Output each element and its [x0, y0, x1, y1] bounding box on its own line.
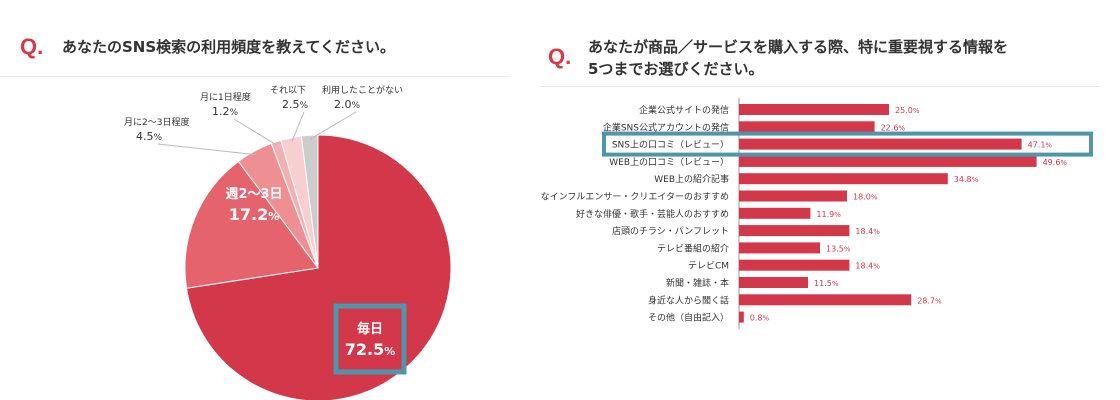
bar: [739, 242, 820, 254]
pie-slice: [184, 160, 319, 289]
left-question-text: あなたのSNS検索の利用頻度を教えてください。: [62, 38, 395, 56]
bar: [739, 190, 847, 202]
pie-label: それ以下: [270, 85, 306, 96]
pie-label: 毎日: [357, 321, 383, 337]
bar-value-label: 18.0%: [853, 193, 878, 202]
bar: [739, 138, 1022, 150]
bar: [739, 294, 912, 306]
bar-category-label: 身近な人から聞く話: [648, 294, 729, 306]
bar-value-label: 25.0%: [895, 106, 920, 115]
pie-chart-panel: Q. あなたのSNS検索の利用頻度を教えてください。 毎日 72.5% 週2〜3日 1…: [0, 0, 520, 400]
bar-category-label: 企業SNS公式アカウントの発信: [603, 121, 729, 133]
highlight-box: [333, 303, 407, 375]
bar: [739, 259, 850, 271]
bar-category-label: WEB上の口コミ（レビュー）: [609, 157, 729, 168]
bar-category-label: 好きな俳優・歌手・芸能人のおすすめ: [576, 208, 729, 220]
bar-category-label: 店頭のチラシ・パンフレット: [612, 225, 729, 237]
pie-value: 72.5%: [345, 340, 396, 359]
bar-chart: 企業公式サイトの発信 25.0% 企業SNS公式アカウントの発信 22.6% SNS上の…: [540, 98, 1093, 329]
question-mark-right: Q.: [548, 44, 572, 69]
bar-chart-panel: Q. あなたが商品／サービスを購入する際、特に重要視する情報を 5つまでお選びく…: [540, 0, 1120, 400]
bar-value-label: 49.6%: [1043, 158, 1068, 167]
bar-value-label: 34.8%: [954, 175, 979, 184]
left-divider: [0, 76, 510, 77]
bar-category-label: その他（自由記入）: [648, 312, 729, 324]
pie-slice: [185, 134, 452, 400]
bar-category-label: テレビCM: [688, 261, 729, 272]
bar-value-label: 18.4%: [855, 262, 880, 271]
pie-value: 17.2%: [229, 205, 280, 224]
pie-leader-line: [233, 118, 278, 147]
pie-leader-line: [291, 111, 305, 142]
pie-leader-line: [157, 143, 257, 156]
pie-value: 4.5%: [136, 130, 163, 143]
bar: [739, 155, 1037, 167]
pie-label: 利用したことがない: [322, 84, 403, 96]
bar-value-label: 18.4%: [855, 227, 880, 236]
question-mark-left: Q.: [20, 34, 44, 59]
bar-value-label: 11.5%: [814, 279, 839, 288]
bar-category-label: SNS上の口コミ（レビュー）: [612, 140, 729, 151]
bar-category-label: テレビ番組の紹介: [657, 242, 729, 254]
bar-value-label: 13.5%: [826, 244, 851, 253]
bar-value-label: 0.8%: [750, 314, 770, 323]
right-question-line2: 5つまでお選びください。: [588, 60, 764, 78]
bar-value-label: 11.9%: [816, 210, 841, 219]
bar: [739, 104, 889, 115]
bar: [739, 277, 808, 288]
pie-value: 2.5%: [282, 98, 309, 111]
bar-category-label: 新聞・雑誌・本: [666, 277, 729, 289]
bar-category-label: 企業公式サイトの発信: [639, 104, 729, 116]
pie-label: 週2〜3日: [225, 187, 282, 202]
pie-chart: 毎日 72.5% 週2〜3日 17.2% 月に2〜3日程度 4.5% 月に1日程度 1.2% そ…: [124, 84, 452, 400]
right-divider: [540, 86, 1100, 87]
pie-value: 1.2%: [212, 105, 239, 118]
bar-value-label: 28.7%: [917, 296, 942, 305]
bar-value-label: 22.6%: [881, 123, 906, 132]
pie-label: 月に2〜3日程度: [124, 116, 189, 128]
highlight-box: [602, 131, 1093, 157]
bar: [739, 207, 811, 219]
bar-category-label: WEB上の紹介記事: [654, 173, 729, 185]
bar: [739, 121, 875, 133]
right-question-line1: あなたが商品／サービスを購入する際、特に重要視する情報を: [588, 38, 1009, 56]
pie-label: 月に1日程度: [200, 91, 251, 103]
bar: [739, 225, 850, 237]
pie-value: 2.0%: [334, 98, 361, 111]
bar-category-label: 好きなインフルエンサー・クリエイターのおすすめ: [540, 191, 729, 203]
bar: [739, 311, 744, 323]
bar: [739, 173, 948, 185]
bar-value-label: 47.1%: [1028, 141, 1053, 150]
pie-leader-line: [309, 111, 357, 140]
